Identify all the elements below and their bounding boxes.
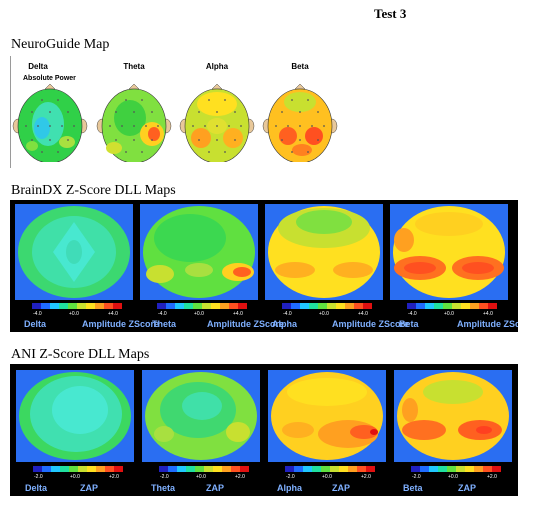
ani-band-caption: Theta — [151, 483, 176, 493]
ani-beta-map — [394, 370, 512, 462]
scale-tick-min: -4.0 — [283, 311, 292, 317]
neuroguide-band-label: Theta — [123, 62, 145, 71]
ani-color-scale — [159, 466, 249, 472]
braindx-title: BrainDX Z-Score DLL Maps — [11, 183, 176, 198]
scale-tick-min: -4.0 — [158, 311, 167, 317]
neuroguide-subtitle: Absolute Power — [23, 75, 76, 82]
neuroguide-theta-headmap — [96, 83, 172, 162]
braindx-caption-label: Amplitude ZScore — [82, 319, 160, 329]
braindx-band-caption: Delta — [24, 319, 47, 329]
scale-tick-min: -4.0 — [33, 311, 42, 317]
scale-tick-mid: +0.0 — [196, 474, 206, 480]
braindx-caption-label: Amplitude ZScore — [207, 319, 285, 329]
scale-tick-min: -2.0 — [412, 474, 421, 480]
scale-tick-max: +4.0 — [233, 311, 243, 317]
page-title: Test 3 — [374, 6, 407, 21]
ani-caption-label: ZAP — [332, 483, 350, 493]
neuroguide-title: NeuroGuide Map — [11, 37, 110, 52]
ani-theta-map — [142, 370, 260, 462]
scale-tick-max: +4.0 — [108, 311, 118, 317]
scale-tick-mid: +0.0 — [69, 311, 79, 317]
scale-tick-mid: +0.0 — [448, 474, 458, 480]
ani-alpha-map — [268, 370, 386, 462]
braindx-color-scale — [282, 303, 372, 309]
scale-tick-mid: +0.0 — [70, 474, 80, 480]
neuroguide-beta-headmap — [262, 83, 338, 162]
scale-tick-mid: +0.0 — [322, 474, 332, 480]
braindx-caption-label: Amplitude ZScore — [332, 319, 410, 329]
scale-tick-min: -2.0 — [160, 474, 169, 480]
braindx-band-caption: Theta — [152, 319, 177, 329]
braindx-color-scale — [32, 303, 122, 309]
braindx-caption-clip: Amplitude ZScore — [457, 319, 518, 331]
braindx-color-scale — [407, 303, 497, 309]
ani-band-caption: Alpha — [277, 483, 303, 493]
ani-color-scale — [33, 466, 123, 472]
braindx-band-caption: Alpha — [272, 319, 298, 329]
scale-tick-max: +2.0 — [109, 474, 119, 480]
scale-tick-mid: +0.0 — [194, 311, 204, 317]
neuroguide-band-label: Alpha — [205, 62, 229, 71]
ani-band-caption: Delta — [25, 483, 48, 493]
scale-tick-max: +4.0 — [483, 311, 493, 317]
scale-tick-mid: +0.0 — [444, 311, 454, 317]
braindx-band-caption: Beta — [399, 319, 419, 329]
ani-color-scale — [411, 466, 501, 472]
neuroguide-band-label: Beta — [291, 62, 309, 71]
scale-tick-mid: +0.0 — [319, 311, 329, 317]
scale-tick-max: +4.0 — [358, 311, 368, 317]
braindx-beta-map — [390, 204, 508, 300]
braindx-caption-label: Amplitude ZScore — [457, 319, 518, 329]
ani-color-scale — [285, 466, 375, 472]
scale-tick-min: -2.0 — [34, 474, 43, 480]
scale-tick-max: +2.0 — [487, 474, 497, 480]
neuroguide-delta-headmap — [12, 83, 88, 162]
scale-tick-min: -2.0 — [286, 474, 295, 480]
scale-tick-max: +2.0 — [235, 474, 245, 480]
braindx-delta-map — [15, 204, 133, 300]
ani-band-caption: Beta — [403, 483, 423, 493]
ani-delta-map — [16, 370, 134, 462]
ani-caption-label: ZAP — [458, 483, 476, 493]
neuroguide-alpha-headmap — [179, 83, 255, 162]
braindx-color-scale — [157, 303, 247, 309]
neuroguide-band-label: Delta — [28, 62, 48, 71]
scale-tick-max: +2.0 — [361, 474, 371, 480]
braindx-alpha-map — [265, 204, 383, 300]
scale-tick-min: -4.0 — [408, 311, 417, 317]
ani-caption-label: ZAP — [206, 483, 224, 493]
ani-title: ANI Z-Score DLL Maps — [11, 347, 150, 362]
section-divider — [10, 56, 11, 168]
braindx-theta-map — [140, 204, 258, 300]
ani-caption-label: ZAP — [80, 483, 98, 493]
